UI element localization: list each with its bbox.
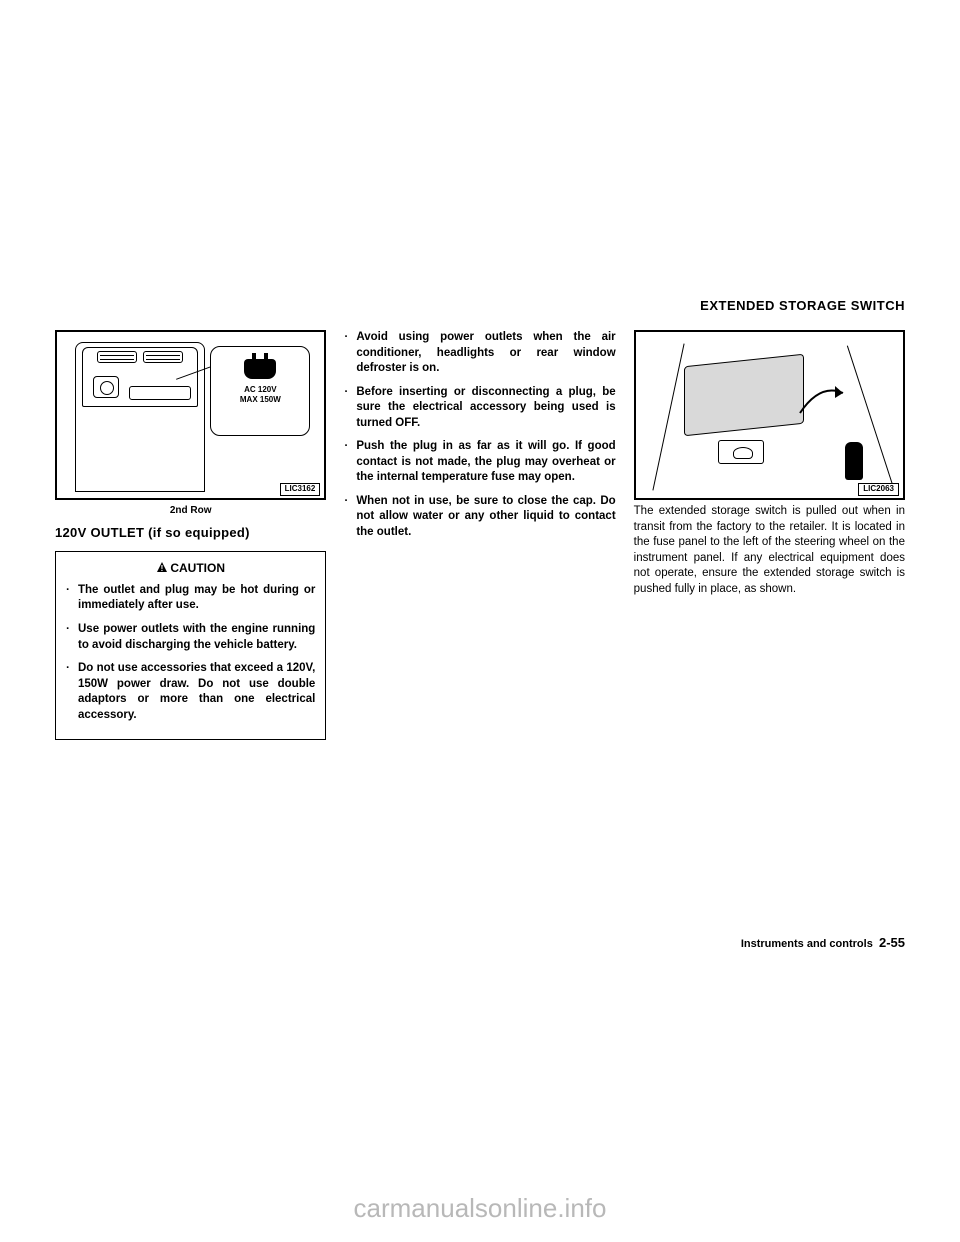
footer-section: Instruments and controls [741, 938, 873, 950]
caution-box: ! CAUTION The outlet and plug may be hot… [55, 551, 326, 740]
hood-release-icon [718, 440, 764, 464]
column-2: Avoid using power outlets when the air c… [344, 330, 615, 740]
figure-caption: 2nd Row [55, 504, 326, 518]
column-1: AC 120V MAX 150W LIC3162 2nd Row 120V OU… [55, 330, 326, 740]
vent-icon [143, 351, 183, 363]
panel-line [652, 344, 684, 491]
section-header: EXTENDED STORAGE SWITCH [700, 298, 905, 313]
caution-title: ! CAUTION [66, 560, 315, 577]
figure-code: LIC2063 [858, 483, 899, 496]
list-item: Avoid using power outlets when the air c… [344, 330, 615, 377]
vent-icon [97, 351, 137, 363]
fuse-panel-icon [684, 354, 804, 437]
outlet-icon [93, 376, 119, 398]
page-footer: Instruments and controls 2-55 [741, 935, 905, 950]
page-number: 2-55 [879, 935, 905, 950]
figure-storage-switch: LIC2063 [634, 330, 905, 500]
callout-text-2: MAX 150W [211, 395, 309, 405]
arrow-icon [795, 378, 855, 428]
console-illustration [75, 342, 205, 492]
continuation-list: Avoid using power outlets when the air c… [344, 330, 615, 540]
caution-item: Use power outlets with the engine runnin… [66, 622, 315, 653]
dashboard-illustration [656, 342, 883, 488]
caution-label: CAUTION [170, 561, 225, 575]
caution-item: The outlet and plug may be hot during or… [66, 583, 315, 614]
controls-icon [129, 386, 191, 400]
page-content: EXTENDED STORAGE SWITCH AC 120V MAX [55, 310, 905, 922]
svg-text:!: ! [161, 564, 164, 573]
section-heading: 120V OUTLET (if so equipped) [55, 524, 326, 542]
list-item: When not in use, be sure to close the ca… [344, 494, 615, 541]
list-item: Push the plug in as far as it will go. I… [344, 439, 615, 486]
body-paragraph: The extended storage switch is pulled ou… [634, 504, 905, 597]
figure-code: LIC3162 [280, 483, 321, 496]
pedal-icon [845, 442, 863, 480]
column-3: LIC2063 The extended storage switch is p… [634, 330, 905, 740]
list-item: Before inserting or disconnecting a plug… [344, 385, 615, 432]
warning-icon: ! [156, 561, 168, 577]
outlet-callout: AC 120V MAX 150W [210, 346, 310, 436]
callout-text-1: AC 120V [211, 385, 309, 395]
figure-2nd-row-outlet: AC 120V MAX 150W LIC3162 [55, 330, 326, 500]
plug-icon [244, 359, 276, 379]
caution-list: The outlet and plug may be hot during or… [66, 583, 315, 723]
caution-item: Do not use accessories that exceed a 120… [66, 661, 315, 723]
watermark: carmanualsonline.info [354, 1193, 607, 1224]
column-layout: AC 120V MAX 150W LIC3162 2nd Row 120V OU… [55, 330, 905, 740]
